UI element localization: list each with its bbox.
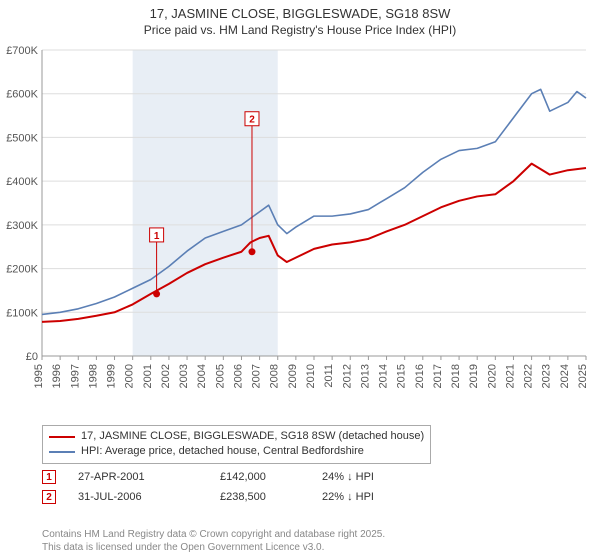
footnote-line1: Contains HM Land Registry data © Crown c… <box>42 528 385 541</box>
svg-text:2021: 2021 <box>504 364 516 388</box>
svg-text:2002: 2002 <box>160 364 172 388</box>
svg-text:1997: 1997 <box>69 364 81 388</box>
svg-text:2018: 2018 <box>450 364 462 388</box>
svg-text:1: 1 <box>154 231 160 242</box>
svg-text:2005: 2005 <box>214 364 226 388</box>
svg-text:£500K: £500K <box>6 132 38 144</box>
transaction-pct: 22% ↓ HPI <box>322 491 432 503</box>
legend-item: HPI: Average price, detached house, Cent… <box>49 444 424 459</box>
svg-text:2013: 2013 <box>359 364 371 388</box>
legend-swatch <box>49 436 75 438</box>
svg-text:£300K: £300K <box>6 220 38 232</box>
transaction-date: 31-JUL-2006 <box>78 491 198 503</box>
svg-text:2003: 2003 <box>178 364 190 388</box>
svg-text:2: 2 <box>249 115 255 126</box>
transaction-marker: 2 <box>42 490 56 504</box>
svg-text:2024: 2024 <box>559 364 571 388</box>
svg-text:£200K: £200K <box>6 264 38 276</box>
svg-text:£600K: £600K <box>6 89 38 101</box>
transaction-date: 27-APR-2001 <box>78 471 198 483</box>
svg-text:£400K: £400K <box>6 176 38 188</box>
svg-text:2011: 2011 <box>323 364 335 388</box>
svg-text:2010: 2010 <box>305 364 317 388</box>
svg-text:2020: 2020 <box>486 364 498 388</box>
svg-text:2004: 2004 <box>196 364 208 388</box>
svg-text:2015: 2015 <box>396 364 408 388</box>
legend-label: HPI: Average price, detached house, Cent… <box>81 444 364 459</box>
svg-text:2022: 2022 <box>523 364 535 388</box>
transaction-pct: 24% ↓ HPI <box>322 471 432 483</box>
svg-text:1999: 1999 <box>106 364 118 388</box>
svg-text:2008: 2008 <box>269 364 281 388</box>
svg-text:2000: 2000 <box>124 364 136 388</box>
legend: 17, JASMINE CLOSE, BIGGLESWADE, SG18 8SW… <box>42 425 431 464</box>
transaction-row: 2 31-JUL-2006 £238,500 22% ↓ HPI <box>42 487 432 507</box>
svg-text:1995: 1995 <box>33 364 45 388</box>
transaction-price: £142,000 <box>220 471 300 483</box>
footnote: Contains HM Land Registry data © Crown c… <box>42 528 385 554</box>
svg-text:1996: 1996 <box>51 364 63 388</box>
transaction-price: £238,500 <box>220 491 300 503</box>
svg-text:2023: 2023 <box>541 364 553 388</box>
transaction-row: 1 27-APR-2001 £142,000 24% ↓ HPI <box>42 467 432 487</box>
svg-text:2019: 2019 <box>468 364 480 388</box>
chart-title: 17, JASMINE CLOSE, BIGGLESWADE, SG18 8SW… <box>0 0 600 38</box>
svg-text:1998: 1998 <box>87 364 99 388</box>
chart: £0 £100K £200K £300K £400K £500K £600K £700K 199… <box>6 44 590 414</box>
svg-text:2001: 2001 <box>142 364 154 388</box>
legend-item: 17, JASMINE CLOSE, BIGGLESWADE, SG18 8SW… <box>49 429 424 444</box>
svg-text:2025: 2025 <box>577 364 589 388</box>
svg-text:£700K: £700K <box>6 45 38 57</box>
svg-text:2017: 2017 <box>432 364 444 388</box>
svg-text:2006: 2006 <box>232 364 244 388</box>
svg-text:2012: 2012 <box>341 364 353 388</box>
svg-text:2014: 2014 <box>378 364 390 388</box>
footnote-line2: This data is licensed under the Open Gov… <box>42 541 385 554</box>
transaction-marker: 1 <box>42 470 56 484</box>
legend-label: 17, JASMINE CLOSE, BIGGLESWADE, SG18 8SW… <box>81 429 424 444</box>
svg-text:£0: £0 <box>26 351 38 363</box>
svg-text:2007: 2007 <box>251 364 263 388</box>
transactions-table: 1 27-APR-2001 £142,000 24% ↓ HPI 2 31-JUL-200… <box>42 467 432 507</box>
title-line2: Price paid vs. HM Land Registry's House … <box>0 23 600 39</box>
svg-text:2009: 2009 <box>287 364 299 388</box>
title-line1: 17, JASMINE CLOSE, BIGGLESWADE, SG18 8SW <box>0 6 600 23</box>
legend-swatch <box>49 451 75 453</box>
svg-text:2016: 2016 <box>414 364 426 388</box>
svg-text:£100K: £100K <box>6 307 38 319</box>
